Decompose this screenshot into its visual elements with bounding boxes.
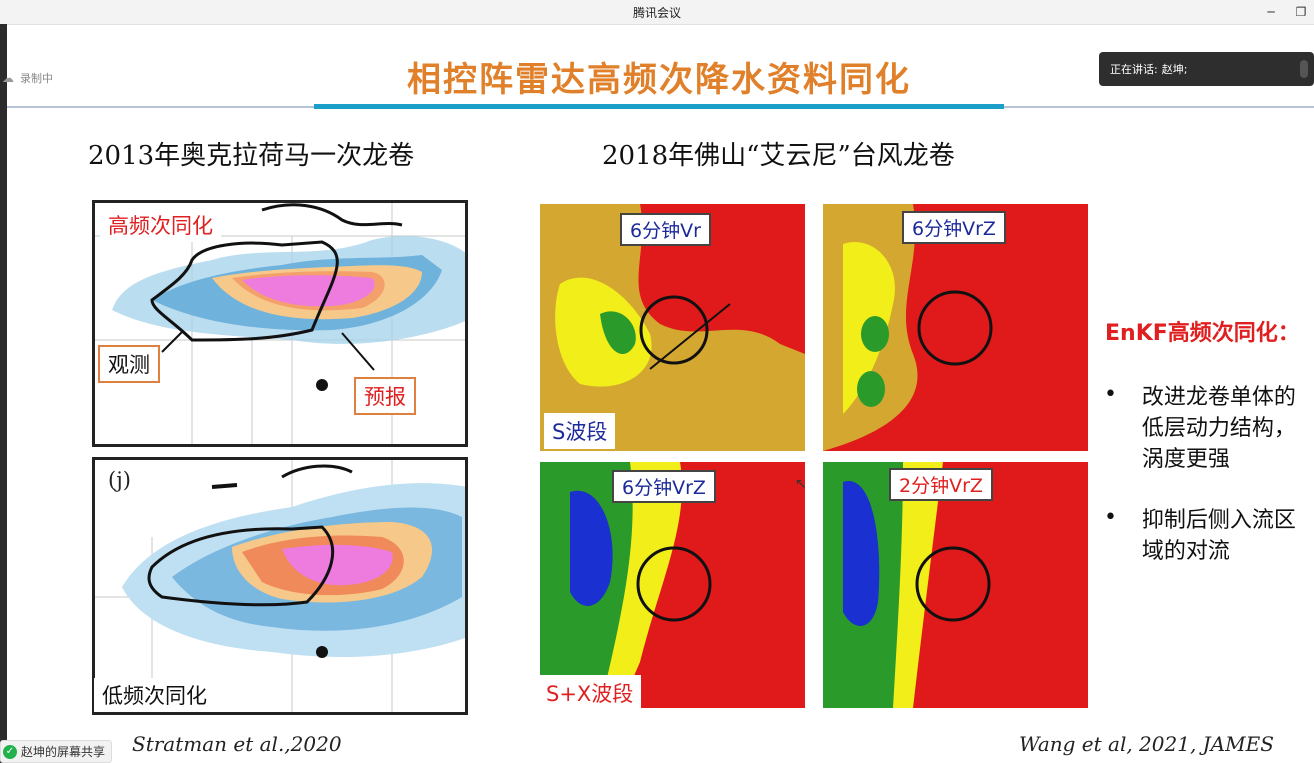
panel-label-2: 6分钟VrZ: [902, 211, 1006, 244]
bullet-item: • 抑制后侧入流区域的对流: [1104, 505, 1309, 567]
reflectivity-map-top: [92, 200, 468, 447]
band-sx-label: S+X波段: [538, 675, 642, 711]
panel-label-3: 6分钟VrZ: [612, 470, 716, 503]
band-s-label: S波段: [544, 413, 616, 449]
left-edge-bar: [0, 24, 7, 763]
label-low-freq: 低频次同化: [94, 678, 215, 712]
map-high-frequency: [92, 200, 468, 447]
restore-button[interactable]: ❐: [1295, 5, 1307, 19]
label-high-freq: 高频次同化: [100, 208, 221, 242]
left-heading: 2013年奥克拉荷马一次龙卷: [88, 141, 415, 171]
panel-s-band-vrz: [823, 204, 1088, 451]
panel-label-4: 2分钟VrZ: [889, 468, 993, 501]
bullet-text: 改进龙卷单体的低层动力结构，涡度更强: [1141, 385, 1296, 472]
wind-field-panel-2: [823, 204, 1088, 451]
panel-sx-band-6min: [540, 462, 805, 708]
bullet-dot: •: [1104, 382, 1117, 407]
cursor-icon: ↖: [795, 476, 807, 492]
slide-title: 相控阵雷达高频次降水资料同化: [407, 60, 911, 100]
title-rule-right: [1004, 106, 1314, 108]
enkf-heading: EnKF高频次同化：: [1105, 321, 1300, 346]
map-frame-top: [92, 200, 468, 447]
app-title: 腾讯会议: [632, 6, 681, 20]
cloud-icon: ☁: [2, 71, 14, 85]
speaking-prefix: 正在讲话:: [1110, 63, 1158, 76]
citation-left: Stratman et al.,2020: [132, 732, 342, 756]
window-titlebar: 腾讯会议 ─ ❐: [0, 0, 1314, 25]
share-label: 赵坤的屏幕共享: [21, 745, 106, 759]
panel-sx-band-2min: [823, 462, 1088, 708]
recording-label: 录制中: [20, 72, 53, 85]
mic-icon: [1300, 60, 1308, 78]
wind-field-panel-4: [823, 462, 1088, 708]
screen-share-indicator[interactable]: ✓ 赵坤的屏幕共享: [0, 740, 113, 763]
minimize-button[interactable]: ─: [1267, 5, 1275, 19]
wind-field-panel-3: [540, 462, 805, 708]
title-rule-left: [7, 106, 314, 108]
bullet-text: 抑制后侧入流区域的对流: [1141, 508, 1296, 564]
recording-indicator: ☁ 录制中: [2, 70, 53, 86]
label-observation: 观测: [98, 345, 160, 383]
panel-j-label: (j): [100, 466, 139, 494]
right-heading: 2018年佛山“艾云尼”台风龙卷: [602, 141, 955, 171]
bullet-dot: •: [1104, 505, 1117, 530]
share-status-icon: ✓: [3, 744, 17, 759]
panel-label-1: 6分钟Vr: [620, 213, 711, 246]
bullet-item: • 改进龙卷单体的低层动力结构，涡度更强: [1104, 382, 1309, 475]
title-rule-main: [314, 104, 1004, 109]
map-frame-bottom: [92, 457, 468, 715]
speaker-name: 赵坤;: [1161, 63, 1188, 76]
bullet-list: • 改进龙卷单体的低层动力结构，涡度更强 • 抑制后侧入流区域的对流: [1104, 382, 1309, 597]
citation-right: Wang et al, 2021, JAMES: [1019, 732, 1274, 756]
map-low-frequency: [92, 457, 468, 715]
label-forecast: 预报: [354, 377, 416, 415]
speaking-indicator: 正在讲话: 赵坤;: [1099, 52, 1314, 86]
reflectivity-map-bottom: [92, 457, 468, 715]
